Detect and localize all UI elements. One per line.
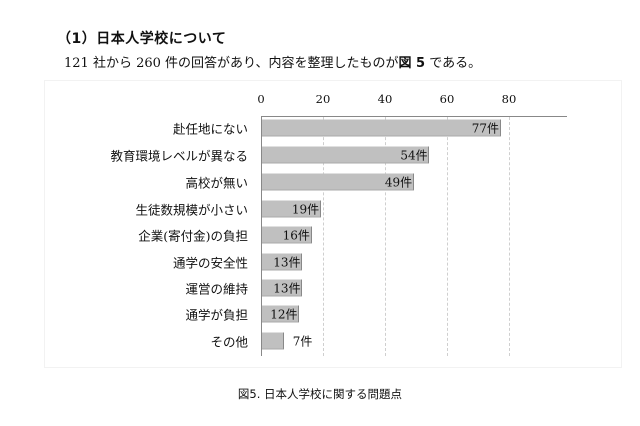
bar — [262, 226, 312, 244]
intro-text: 121 社から 260 件の回答があり、内容を整理したものが — [64, 56, 399, 71]
value-label: 19件 — [291, 202, 320, 217]
x-tick-label: 80 — [501, 92, 517, 106]
value-label: 16件 — [282, 228, 310, 243]
gridline — [385, 117, 386, 356]
category-label: 通学の安全性 — [172, 255, 248, 271]
category-label: 高校が無い — [185, 175, 248, 191]
y-axis-line — [261, 116, 262, 356]
bar — [262, 173, 414, 191]
gridline — [447, 117, 448, 356]
category-label: 企業(寄付金)の負担 — [138, 228, 248, 244]
chart-frame — [44, 80, 622, 368]
x-tick-label: 60 — [439, 92, 455, 106]
bar — [262, 279, 303, 297]
category-label: 赴任地にない — [172, 121, 248, 137]
bar — [262, 200, 321, 218]
bar — [262, 332, 284, 350]
bar — [262, 119, 501, 137]
section-heading: （1）日本人学校について — [57, 31, 227, 47]
value-label: 12件 — [270, 307, 298, 322]
x-tick-label: 40 — [377, 92, 393, 106]
value-label: 49件 — [384, 175, 413, 190]
value-label: 13件 — [273, 281, 301, 296]
category-label: 運営の維持 — [185, 281, 248, 297]
category-label: 通学が負担 — [185, 307, 248, 323]
gridline — [509, 117, 510, 356]
value-label: 54件 — [400, 148, 428, 163]
value-label: 77件 — [471, 121, 499, 136]
bar — [262, 253, 303, 271]
figure-caption: 図5. 日本人学校に関する問題点 — [237, 387, 403, 401]
figure-reference: 図 5 — [398, 56, 426, 71]
category-label: その他 — [210, 334, 248, 350]
x-tick-label: 20 — [315, 92, 331, 106]
value-label: 7件 — [292, 334, 313, 349]
intro-text-end: である。 — [425, 56, 482, 71]
bar — [262, 146, 430, 164]
gridline — [323, 117, 324, 356]
intro-paragraph: 121 社から 260 件の回答があり、内容を整理したものが図 5 である。 — [64, 52, 481, 71]
x-tick-label: 0 — [257, 92, 265, 106]
category-label: 生徒数規模が小さい — [135, 202, 248, 218]
x-axis-line — [261, 116, 567, 117]
category-label: 教育環境レベルが異なる — [110, 148, 248, 164]
bar — [262, 305, 300, 323]
value-label: 13件 — [273, 255, 301, 270]
